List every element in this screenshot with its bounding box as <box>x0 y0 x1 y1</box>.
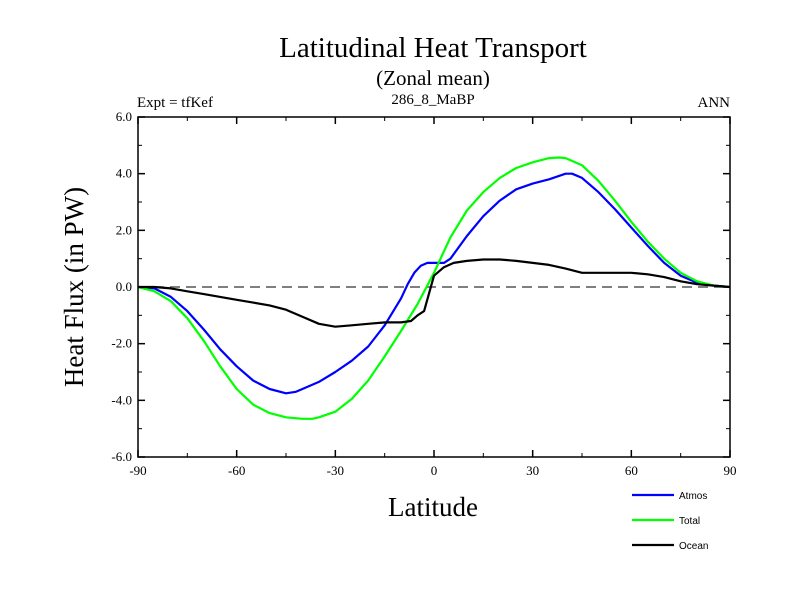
x-tick-label: 0 <box>431 463 438 478</box>
x-tick-label: -60 <box>228 463 245 478</box>
legend: Atmos Total Ocean <box>632 491 708 552</box>
y-tick-label: 0.0 <box>116 279 132 294</box>
series-line-atmos <box>137 172 731 395</box>
x-tick-label: -90 <box>129 463 146 478</box>
experiment-label: Expt = tfKef <box>137 95 213 111</box>
series-line-total <box>137 156 731 420</box>
chart-title: Latitudinal Heat Transport <box>279 32 587 64</box>
y-axis-label: Heat Flux (in PW) <box>59 187 89 387</box>
y-tick-label: -2.0 <box>111 336 132 351</box>
period-label: 286_8_MaBP <box>391 92 474 108</box>
x-tick-label: -30 <box>327 463 344 478</box>
y-tick-label: 6.0 <box>116 109 132 124</box>
y-tick-label: -4.0 <box>111 392 132 407</box>
x-axis-label: Latitude <box>388 492 478 522</box>
y-tick-label: -6.0 <box>111 449 132 464</box>
legend-label-total: Total <box>679 516 700 527</box>
season-label: ANN <box>698 95 731 111</box>
legend-label-atmos: Atmos <box>679 491 707 502</box>
x-tick-label: 90 <box>724 463 737 478</box>
chart-subtitle: (Zonal mean) <box>376 66 490 90</box>
legend-label-ocean: Ocean <box>679 541 708 552</box>
plot-area: -90 -60 -30 0 30 60 90 -6.0 -4.0 -2.0 0.0 2.0 4.0 6.0 <box>111 109 736 478</box>
y-tick-label: 4.0 <box>116 166 132 181</box>
x-tick-label: 60 <box>625 463 638 478</box>
y-tick-label: 2.0 <box>116 222 132 237</box>
series-line-ocean <box>138 258 731 328</box>
x-tick-label: 30 <box>526 463 539 478</box>
